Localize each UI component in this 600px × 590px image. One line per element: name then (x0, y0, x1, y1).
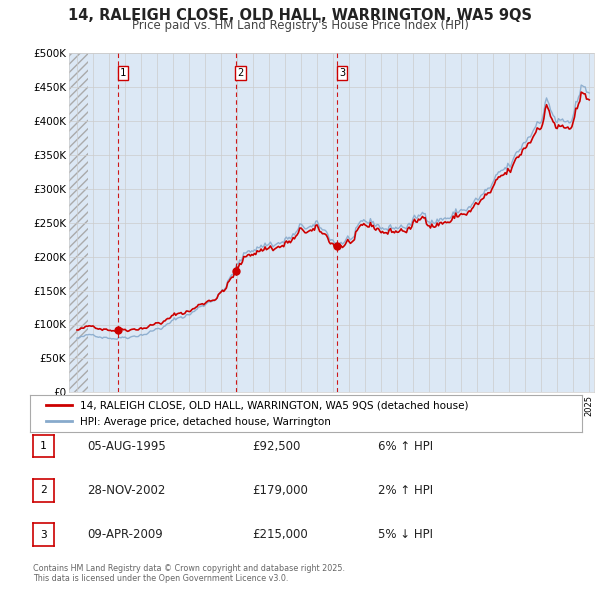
Text: 2: 2 (40, 486, 47, 495)
Text: 28-NOV-2002: 28-NOV-2002 (87, 484, 166, 497)
Text: 2: 2 (237, 68, 244, 78)
Text: £179,000: £179,000 (252, 484, 308, 497)
Text: 3: 3 (40, 530, 47, 539)
Text: £92,500: £92,500 (252, 440, 301, 453)
Text: £215,000: £215,000 (252, 528, 308, 541)
Text: 6% ↑ HPI: 6% ↑ HPI (378, 440, 433, 453)
Text: 5% ↓ HPI: 5% ↓ HPI (378, 528, 433, 541)
Text: 05-AUG-1995: 05-AUG-1995 (87, 440, 166, 453)
Text: Price paid vs. HM Land Registry's House Price Index (HPI): Price paid vs. HM Land Registry's House … (131, 19, 469, 32)
Text: 14, RALEIGH CLOSE, OLD HALL, WARRINGTON, WA5 9QS: 14, RALEIGH CLOSE, OLD HALL, WARRINGTON,… (68, 8, 532, 22)
Text: 09-APR-2009: 09-APR-2009 (87, 528, 163, 541)
Text: 1: 1 (120, 68, 127, 78)
Text: Contains HM Land Registry data © Crown copyright and database right 2025.
This d: Contains HM Land Registry data © Crown c… (33, 563, 345, 583)
Bar (69, 53, 88, 392)
Text: 2% ↑ HPI: 2% ↑ HPI (378, 484, 433, 497)
Legend: 14, RALEIGH CLOSE, OLD HALL, WARRINGTON, WA5 9QS (detached house), HPI: Average : 14, RALEIGH CLOSE, OLD HALL, WARRINGTON,… (41, 395, 474, 432)
Text: 3: 3 (339, 68, 345, 78)
Text: 1: 1 (40, 441, 47, 451)
